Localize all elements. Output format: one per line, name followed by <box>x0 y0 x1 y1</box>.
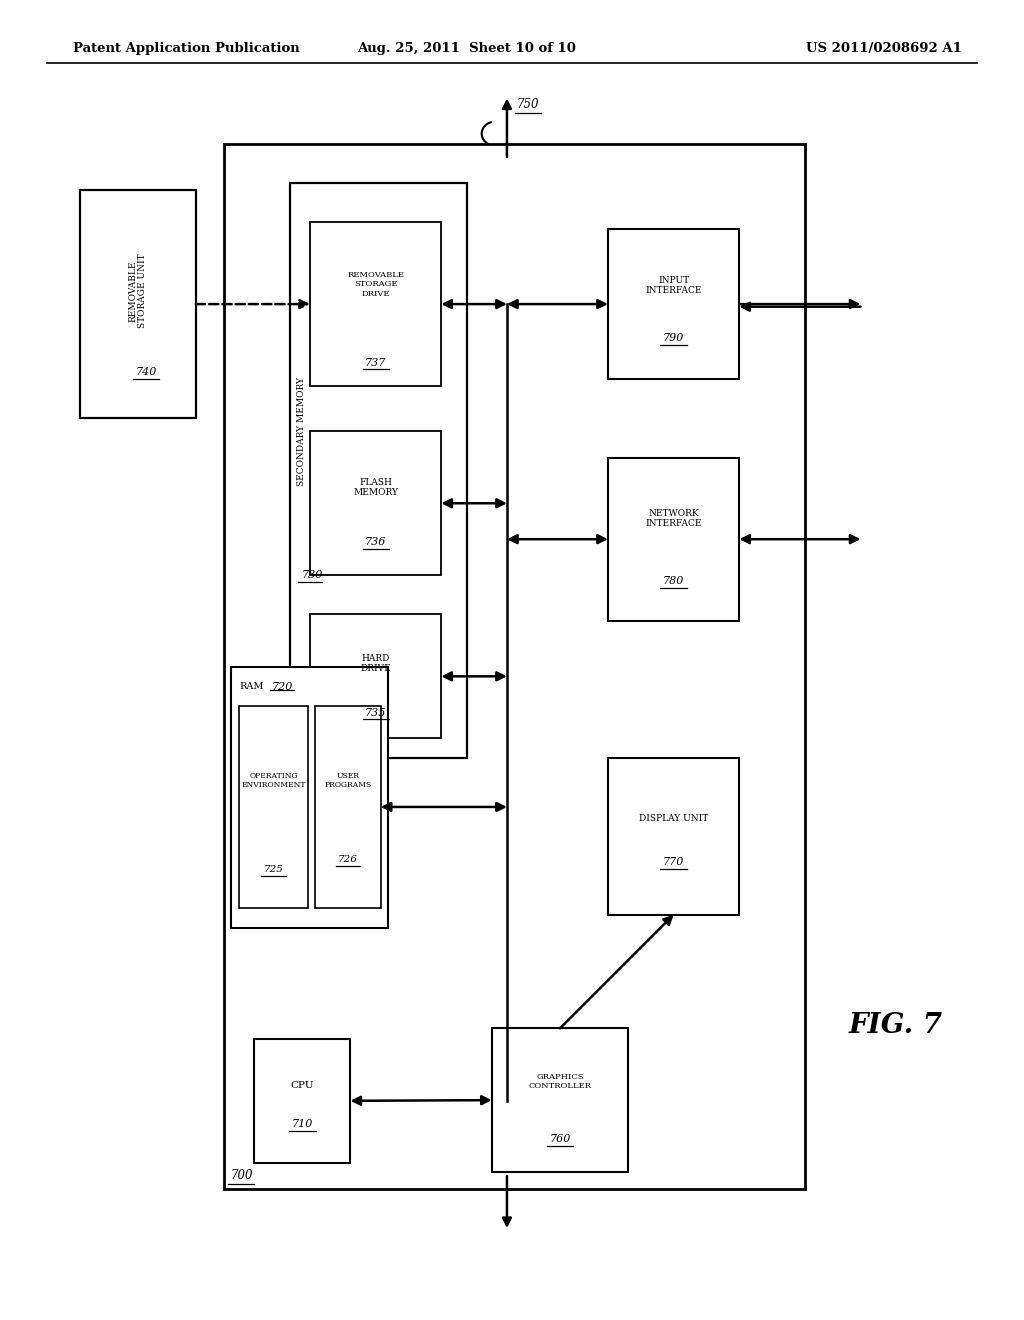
Text: Aug. 25, 2011  Sheet 10 of 10: Aug. 25, 2011 Sheet 10 of 10 <box>357 42 575 55</box>
Bar <box>240 706 308 908</box>
Text: REMOVABLE
STORAGE
DRIVE: REMOVABLE STORAGE DRIVE <box>347 272 404 298</box>
Text: 735: 735 <box>365 708 386 718</box>
Bar <box>310 223 441 385</box>
Text: NETWORK
INTERFACE: NETWORK INTERFACE <box>645 508 701 528</box>
Text: OPERATING
ENVIRONMENT: OPERATING ENVIRONMENT <box>242 772 306 789</box>
Text: 736: 736 <box>365 537 386 548</box>
Text: 750: 750 <box>517 99 540 111</box>
Text: 710: 710 <box>292 1119 313 1130</box>
Text: 770: 770 <box>663 858 684 867</box>
Text: 700: 700 <box>230 1170 253 1183</box>
Text: 720: 720 <box>271 682 293 692</box>
Bar <box>231 667 388 928</box>
Bar <box>290 183 467 758</box>
Text: CPU: CPU <box>291 1081 314 1089</box>
Text: Patent Application Publication: Patent Application Publication <box>73 42 299 55</box>
Bar <box>254 1039 350 1163</box>
Text: FIG. 7: FIG. 7 <box>849 1012 943 1039</box>
Text: SECONDARY MEMORY: SECONDARY MEMORY <box>297 378 306 486</box>
Bar <box>492 1028 628 1172</box>
Bar <box>608 758 739 915</box>
Text: 740: 740 <box>135 367 157 378</box>
Text: 737: 737 <box>365 358 386 368</box>
Text: 730: 730 <box>301 570 323 579</box>
Text: GRAPHICS
CONTROLLER: GRAPHICS CONTROLLER <box>528 1073 592 1090</box>
Text: US 2011/0208692 A1: US 2011/0208692 A1 <box>806 42 962 55</box>
Text: 790: 790 <box>663 333 684 343</box>
Bar <box>224 144 805 1189</box>
Text: 726: 726 <box>338 854 357 863</box>
Text: RAM: RAM <box>240 682 264 692</box>
Text: 725: 725 <box>263 865 284 874</box>
Text: 760: 760 <box>549 1134 570 1144</box>
Bar <box>310 432 441 576</box>
Text: HARD
DRIVE: HARD DRIVE <box>360 653 391 673</box>
Text: DISPLAY UNIT: DISPLAY UNIT <box>639 813 709 822</box>
Bar <box>80 190 196 418</box>
Text: REMOVABLE
STORAGE UNIT: REMOVABLE STORAGE UNIT <box>128 253 147 329</box>
Bar <box>315 706 381 908</box>
Text: 780: 780 <box>663 576 684 586</box>
Bar <box>310 614 441 738</box>
Text: USER
PROGRAMS: USER PROGRAMS <box>325 772 372 789</box>
Bar <box>608 228 739 379</box>
Text: INPUT
INTERFACE: INPUT INTERFACE <box>645 276 701 296</box>
Text: FLASH
MEMORY: FLASH MEMORY <box>353 478 398 498</box>
Bar <box>608 458 739 620</box>
